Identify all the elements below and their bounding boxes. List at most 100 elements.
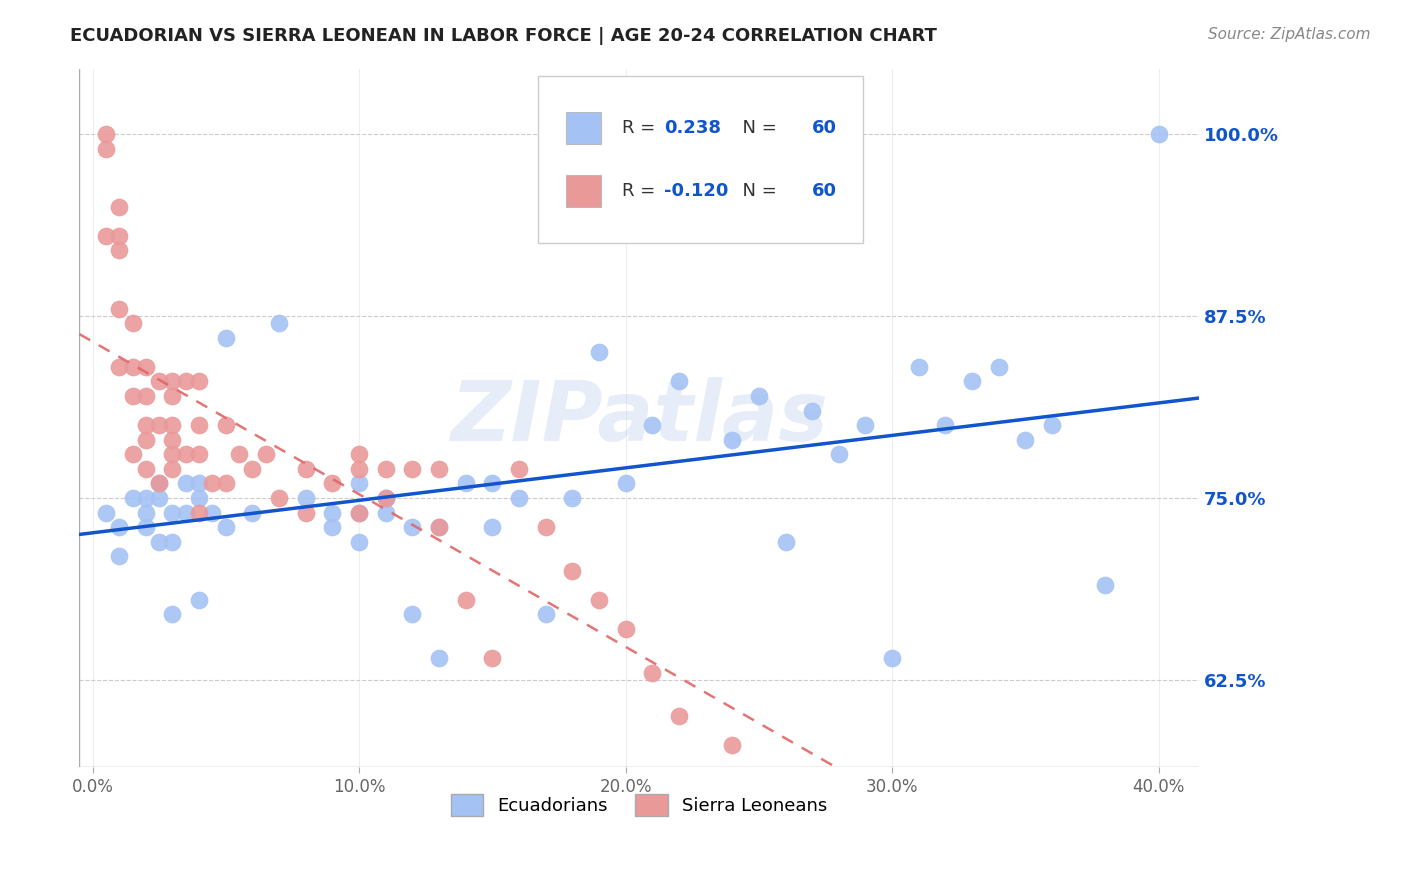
Point: [108, 520, 131, 534]
Text: ZIPatlas: ZIPatlas: [450, 377, 828, 458]
Point: [614, 622, 637, 636]
Point: [162, 389, 184, 403]
Point: [668, 375, 690, 389]
Point: [174, 506, 197, 520]
Point: [401, 607, 423, 622]
Point: [162, 375, 184, 389]
Point: [321, 506, 343, 520]
Point: [347, 534, 370, 549]
Point: [401, 462, 423, 476]
Point: [121, 447, 143, 461]
Text: -0.120: -0.120: [664, 182, 728, 200]
Point: [668, 709, 690, 723]
Point: [188, 375, 211, 389]
Point: [454, 592, 477, 607]
Point: [135, 418, 157, 433]
Point: [148, 476, 170, 491]
Point: [188, 476, 211, 491]
Point: [374, 491, 396, 505]
Point: [347, 447, 370, 461]
Point: [987, 359, 1010, 374]
Point: [481, 476, 503, 491]
Point: [534, 520, 557, 534]
Point: [1147, 127, 1170, 141]
Point: [135, 433, 157, 447]
Legend: Ecuadorians, Sierra Leoneans: Ecuadorians, Sierra Leoneans: [441, 785, 837, 824]
Point: [148, 534, 170, 549]
Text: R =: R =: [621, 182, 661, 200]
Point: [94, 127, 117, 141]
Point: [427, 462, 450, 476]
Point: [162, 506, 184, 520]
Point: [347, 462, 370, 476]
Point: [108, 228, 131, 243]
Point: [162, 447, 184, 461]
Point: [188, 506, 211, 520]
Text: N =: N =: [731, 182, 783, 200]
Point: [347, 506, 370, 520]
Point: [162, 433, 184, 447]
Point: [201, 476, 224, 491]
Point: [775, 534, 797, 549]
Point: [215, 418, 238, 433]
Point: [188, 491, 211, 505]
Point: [162, 534, 184, 549]
Point: [427, 520, 450, 534]
Point: [108, 301, 131, 316]
Point: [228, 447, 250, 461]
Point: [121, 316, 143, 330]
Point: [215, 520, 238, 534]
Text: 0.238: 0.238: [664, 119, 721, 136]
Point: [135, 491, 157, 505]
Point: [135, 520, 157, 534]
Point: [242, 506, 264, 520]
Point: [481, 651, 503, 665]
Point: [135, 359, 157, 374]
Point: [454, 476, 477, 491]
Point: [374, 491, 396, 505]
Point: [188, 592, 211, 607]
Text: N =: N =: [731, 119, 783, 136]
Point: [108, 244, 131, 258]
FancyBboxPatch shape: [567, 175, 602, 207]
Point: [162, 607, 184, 622]
Point: [508, 462, 530, 476]
Point: [588, 345, 610, 359]
Point: [641, 665, 664, 680]
FancyBboxPatch shape: [567, 112, 602, 144]
Point: [162, 462, 184, 476]
Point: [269, 491, 291, 505]
Point: [188, 447, 211, 461]
Point: [561, 564, 583, 578]
Point: [882, 651, 904, 665]
Point: [534, 607, 557, 622]
Point: [828, 447, 851, 461]
Point: [108, 549, 131, 564]
Point: [148, 491, 170, 505]
Point: [108, 200, 131, 214]
Point: [148, 476, 170, 491]
Point: [148, 375, 170, 389]
Point: [907, 359, 929, 374]
Point: [347, 506, 370, 520]
Point: [481, 520, 503, 534]
Point: [121, 491, 143, 505]
Point: [321, 476, 343, 491]
Point: [374, 506, 396, 520]
Point: [269, 316, 291, 330]
Point: [201, 506, 224, 520]
Point: [174, 447, 197, 461]
Point: [588, 592, 610, 607]
Point: [242, 462, 264, 476]
Point: [94, 142, 117, 156]
Point: [294, 462, 316, 476]
Point: [121, 359, 143, 374]
Text: ECUADORIAN VS SIERRA LEONEAN IN LABOR FORCE | AGE 20-24 CORRELATION CHART: ECUADORIAN VS SIERRA LEONEAN IN LABOR FO…: [70, 27, 938, 45]
Point: [855, 418, 877, 433]
Point: [215, 476, 238, 491]
Point: [561, 491, 583, 505]
Point: [321, 520, 343, 534]
Point: [174, 375, 197, 389]
Point: [721, 433, 744, 447]
Point: [174, 476, 197, 491]
